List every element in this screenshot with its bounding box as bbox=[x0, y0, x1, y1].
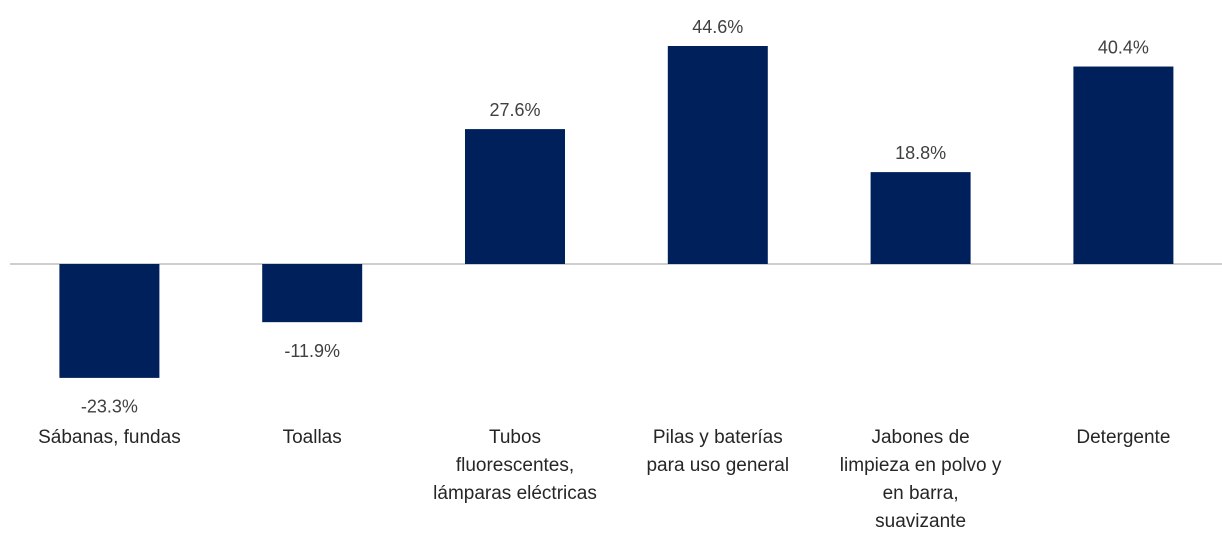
x-tick-label: Detergente bbox=[1076, 427, 1171, 448]
x-tick-label: Sábanas, fundas bbox=[38, 427, 181, 448]
data-label: 44.6% bbox=[692, 17, 743, 37]
bar bbox=[465, 129, 565, 264]
x-tick-label: Toallas bbox=[282, 427, 342, 448]
data-label: 40.4% bbox=[1098, 37, 1149, 57]
bar bbox=[1073, 66, 1174, 264]
x-tick-label: Tubos fluorescentes, lámparas eléctricas bbox=[433, 427, 597, 504]
bar bbox=[262, 264, 363, 323]
data-label: 27.6% bbox=[489, 100, 540, 120]
x-tick-label: Pilas y baterías para uso general bbox=[646, 427, 790, 476]
data-label: 18.8% bbox=[895, 143, 946, 163]
bar bbox=[870, 172, 971, 264]
bar bbox=[59, 264, 160, 378]
x-tick-label: Jabones de limpieza en polvo y en barra,… bbox=[839, 427, 1002, 532]
bar bbox=[667, 46, 768, 264]
data-label: -11.9% bbox=[284, 341, 340, 361]
data-label: -23.3% bbox=[81, 397, 138, 417]
